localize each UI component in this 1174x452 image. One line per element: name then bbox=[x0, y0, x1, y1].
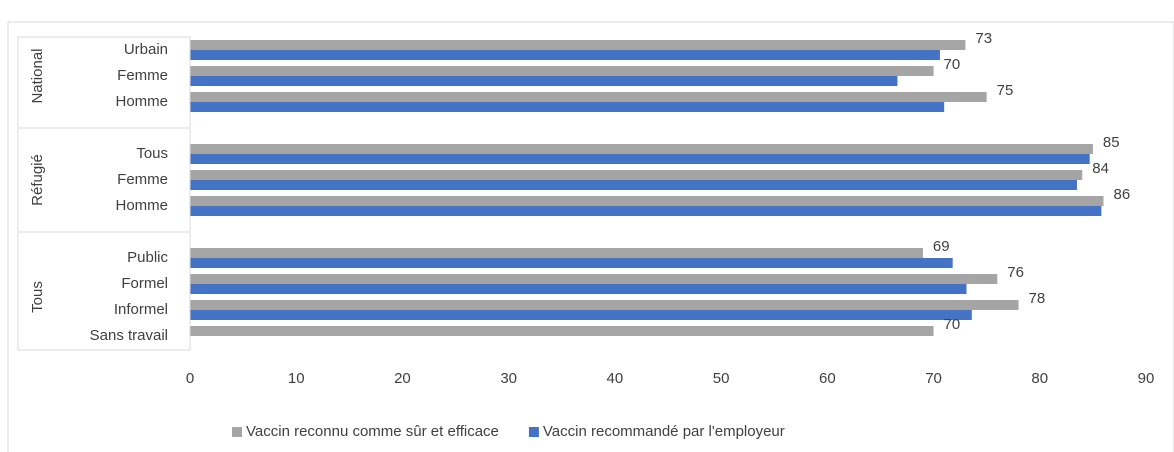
data-label: 85 bbox=[1103, 134, 1120, 151]
data-label: 73 bbox=[975, 30, 992, 47]
legend-swatch bbox=[232, 427, 242, 437]
y-tick-label: Femme bbox=[117, 171, 168, 188]
data-label: 86 bbox=[1114, 186, 1131, 203]
chart-frame bbox=[7, 21, 1174, 452]
bar bbox=[190, 40, 966, 50]
data-label: 76 bbox=[1007, 264, 1024, 281]
group-label: Réfugié bbox=[29, 154, 46, 206]
x-tick-label: 90 bbox=[1138, 370, 1155, 387]
bar bbox=[190, 300, 1019, 310]
y-tick-label: Formel bbox=[121, 275, 168, 292]
bar bbox=[190, 92, 987, 102]
bar bbox=[190, 144, 1093, 154]
bar bbox=[190, 50, 940, 60]
bar bbox=[190, 170, 1083, 180]
y-tick-label: Informel bbox=[114, 301, 168, 318]
y-tick-label: Femme bbox=[117, 67, 168, 84]
data-label: 75 bbox=[997, 82, 1014, 99]
y-tick-label: Sans travail bbox=[90, 327, 168, 344]
y-tick-label: Tous bbox=[136, 145, 168, 162]
bar bbox=[190, 258, 953, 268]
x-tick-label: 10 bbox=[288, 370, 305, 387]
bar bbox=[190, 326, 934, 336]
y-tick-label: Public bbox=[127, 249, 168, 266]
bar bbox=[190, 206, 1102, 216]
data-label: 84 bbox=[1092, 160, 1109, 177]
bar bbox=[190, 154, 1090, 164]
bar bbox=[190, 66, 934, 76]
bar bbox=[190, 248, 923, 258]
y-tick-label: Homme bbox=[115, 93, 168, 110]
x-tick-label: 70 bbox=[925, 370, 942, 387]
bar bbox=[190, 196, 1104, 206]
data-label: 78 bbox=[1029, 290, 1046, 307]
group-label: Tous bbox=[29, 281, 46, 313]
bar bbox=[190, 102, 945, 112]
x-tick-label: 30 bbox=[500, 370, 517, 387]
x-tick-label: 20 bbox=[394, 370, 411, 387]
data-label: 70 bbox=[944, 316, 961, 333]
bar bbox=[190, 76, 898, 86]
x-tick-label: 80 bbox=[1031, 370, 1048, 387]
x-tick-label: 50 bbox=[713, 370, 730, 387]
y-tick-label: Homme bbox=[115, 197, 168, 214]
x-tick-label: 60 bbox=[819, 370, 836, 387]
bar bbox=[190, 180, 1077, 190]
legend-label: Vaccin reconnu comme sûr et efficace bbox=[246, 423, 499, 440]
bar bbox=[190, 274, 998, 284]
legend-label: Vaccin recommandé par l'employeur bbox=[543, 423, 785, 440]
data-label: 70 bbox=[944, 56, 961, 73]
x-tick-label: 40 bbox=[607, 370, 624, 387]
legend-swatch bbox=[528, 427, 539, 437]
x-tick-label: 0 bbox=[186, 370, 194, 387]
y-tick-label: Urbain bbox=[124, 41, 168, 58]
bar bbox=[190, 310, 972, 320]
data-label: 69 bbox=[933, 238, 950, 255]
group-label: National bbox=[29, 48, 46, 103]
bar bbox=[190, 284, 967, 294]
